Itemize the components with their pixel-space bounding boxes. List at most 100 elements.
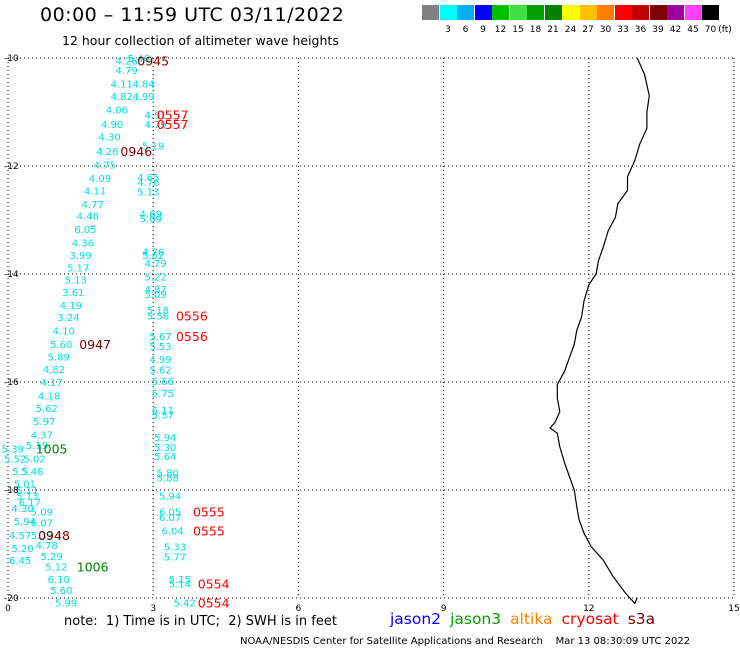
pass-time-label: 0946 (120, 144, 152, 159)
scale-label: 33 (617, 25, 629, 35)
wave-height-label: 4.48 (77, 212, 99, 223)
wave-observations: 5.464.264.794.11 4.844.82 4.994.06 4.514.90… (2, 54, 196, 609)
wave-height-label: 6.11 (152, 406, 174, 417)
scale-swatch (439, 5, 457, 20)
wave-height-label: 4.37 (31, 430, 53, 441)
wave-height-label: 5.56 (147, 312, 169, 323)
lat-tick-label: -20 (4, 594, 19, 604)
scale-label: 9 (480, 25, 486, 35)
wave-height-label: 6.10 (48, 575, 70, 586)
wave-height-label: 4.76 (137, 178, 159, 189)
scale-label: 42 (669, 25, 682, 35)
wave-height-label: 6.07 (159, 513, 181, 524)
scale-swatch (509, 5, 527, 20)
wave-height-label: 6.17 (19, 498, 41, 509)
satellite-legend: jason2 jason3 altika cryosat s3a (390, 610, 664, 628)
scale-swatch (457, 5, 474, 20)
wave-height-label: 5.14 (169, 579, 191, 590)
scale-swatch (614, 5, 632, 20)
map-subtitle: 12 hour collection of altimeter wave hei… (62, 33, 339, 48)
pass-time-label: 0948 (38, 528, 70, 543)
wave-height-label: 5.22 (144, 273, 166, 284)
legend-item-altika: altika (510, 610, 553, 628)
wave-height-label: 4.79 (115, 66, 137, 77)
wave-height-label: 4.77 (82, 200, 104, 211)
lon-tick-label: 9 (441, 604, 447, 614)
lon-tick-label: 0 (5, 604, 11, 614)
scale-swatch (422, 5, 439, 20)
scale-label: 6 (462, 25, 469, 35)
wave-height-label: 6.05 (74, 225, 96, 236)
wave-height-label: 5.09 (144, 290, 166, 301)
lon-tick-label: 6 (296, 604, 302, 614)
wave-height-label: 4.30 (98, 132, 120, 143)
pass-time-label: 0556 (176, 329, 208, 344)
wave-height-label: 4.30 (11, 504, 33, 515)
scale-swatch (667, 5, 684, 20)
wave-height-label: 5.33 (164, 543, 186, 554)
lat-tick-label: -16 (4, 378, 19, 388)
pass-time-label: 0556 (176, 309, 208, 324)
wave-height-label: 5.62 (142, 251, 164, 262)
wave-height-label: 4.65 (137, 173, 159, 184)
wave-height-label: 5.12 (45, 563, 67, 574)
wave-height-label: 5.15 (169, 575, 191, 586)
wave-height-label: 5.94 (154, 433, 176, 444)
wave-height-label: 4.26 (96, 147, 118, 158)
wave-height-label: 5.62 (149, 366, 171, 377)
legend-item-s3a: s3a (627, 610, 656, 628)
scale-swatch (684, 5, 702, 20)
pass-time-label: 1005 (36, 441, 68, 456)
wave-height-label: 6.04 (161, 527, 183, 538)
scale-label: 24 (564, 25, 577, 35)
wave-height-label: 3.99 (69, 251, 91, 262)
wave-height-label: 5.80 (157, 469, 179, 480)
wave-height-label: 4.10 (53, 327, 75, 338)
lat-tick-label: -12 (4, 162, 19, 172)
scale-swatch (562, 5, 579, 20)
wave-height-label: 3.24 (57, 313, 79, 324)
wave-height-label: 4.19 (60, 301, 82, 312)
wave-height-label: 5.52 (4, 455, 26, 466)
wave-height-label: 4.78 (36, 541, 58, 552)
wave-height-label: 4.09 (89, 174, 111, 185)
scale-label: 15 (512, 25, 524, 35)
wave-height-label: 5.09 (31, 508, 53, 519)
coastline (549, 57, 650, 605)
axis-tick-labels: 0 3 6 9 12 15 -10 -12 -14 -16 -18 -20 (4, 54, 740, 614)
credit-line: NOAA/NESDIS Center for Satellite Applica… (240, 636, 691, 647)
wave-height-label: 5.42 (174, 598, 196, 609)
wave-height-label: 4.79 (144, 120, 166, 131)
wave-height-label: 5.17 (67, 264, 89, 275)
wave-height-label: 5.77 (164, 552, 186, 563)
wave-height-label: 4.82 (111, 92, 133, 103)
scale-label: 21 (547, 25, 559, 35)
scale-label: 36 (634, 25, 647, 35)
pass-time-label: 0554 (198, 576, 230, 591)
wave-height-label: 5.19 (26, 441, 48, 452)
wave-height-label: 5.60 (50, 340, 72, 351)
scale-label: 27 (582, 25, 594, 35)
wave-height-label: 5.18 (147, 306, 169, 317)
scale-swatch (527, 5, 544, 20)
pass-time-label: 0555 (193, 505, 225, 520)
pass-time-label: 0947 (79, 337, 111, 352)
wave-height-label: 5.99 (55, 598, 77, 609)
scale-label: 3 (445, 25, 451, 35)
wave-height-label: 5.57 (152, 410, 174, 421)
scale-swatch (632, 5, 649, 20)
wave-height-label: 5.5 (12, 467, 28, 478)
lat-tick-label: -18 (4, 486, 19, 496)
scale-swatch (597, 5, 614, 20)
wave-height-label: 5.13 (65, 275, 87, 286)
pass-time-label: 0555 (193, 524, 225, 539)
wave-height-label: 5.11 (16, 486, 38, 497)
map-grid (7, 57, 735, 599)
scale-label: 30 (599, 25, 612, 35)
scale-swatch (702, 5, 719, 20)
wave-height-label: 5.75 (152, 389, 174, 400)
wave-height-label: 5.13 (16, 491, 38, 502)
pass-time-label: 0554 (198, 595, 230, 610)
wave-height-label: 4.87 (144, 285, 166, 296)
